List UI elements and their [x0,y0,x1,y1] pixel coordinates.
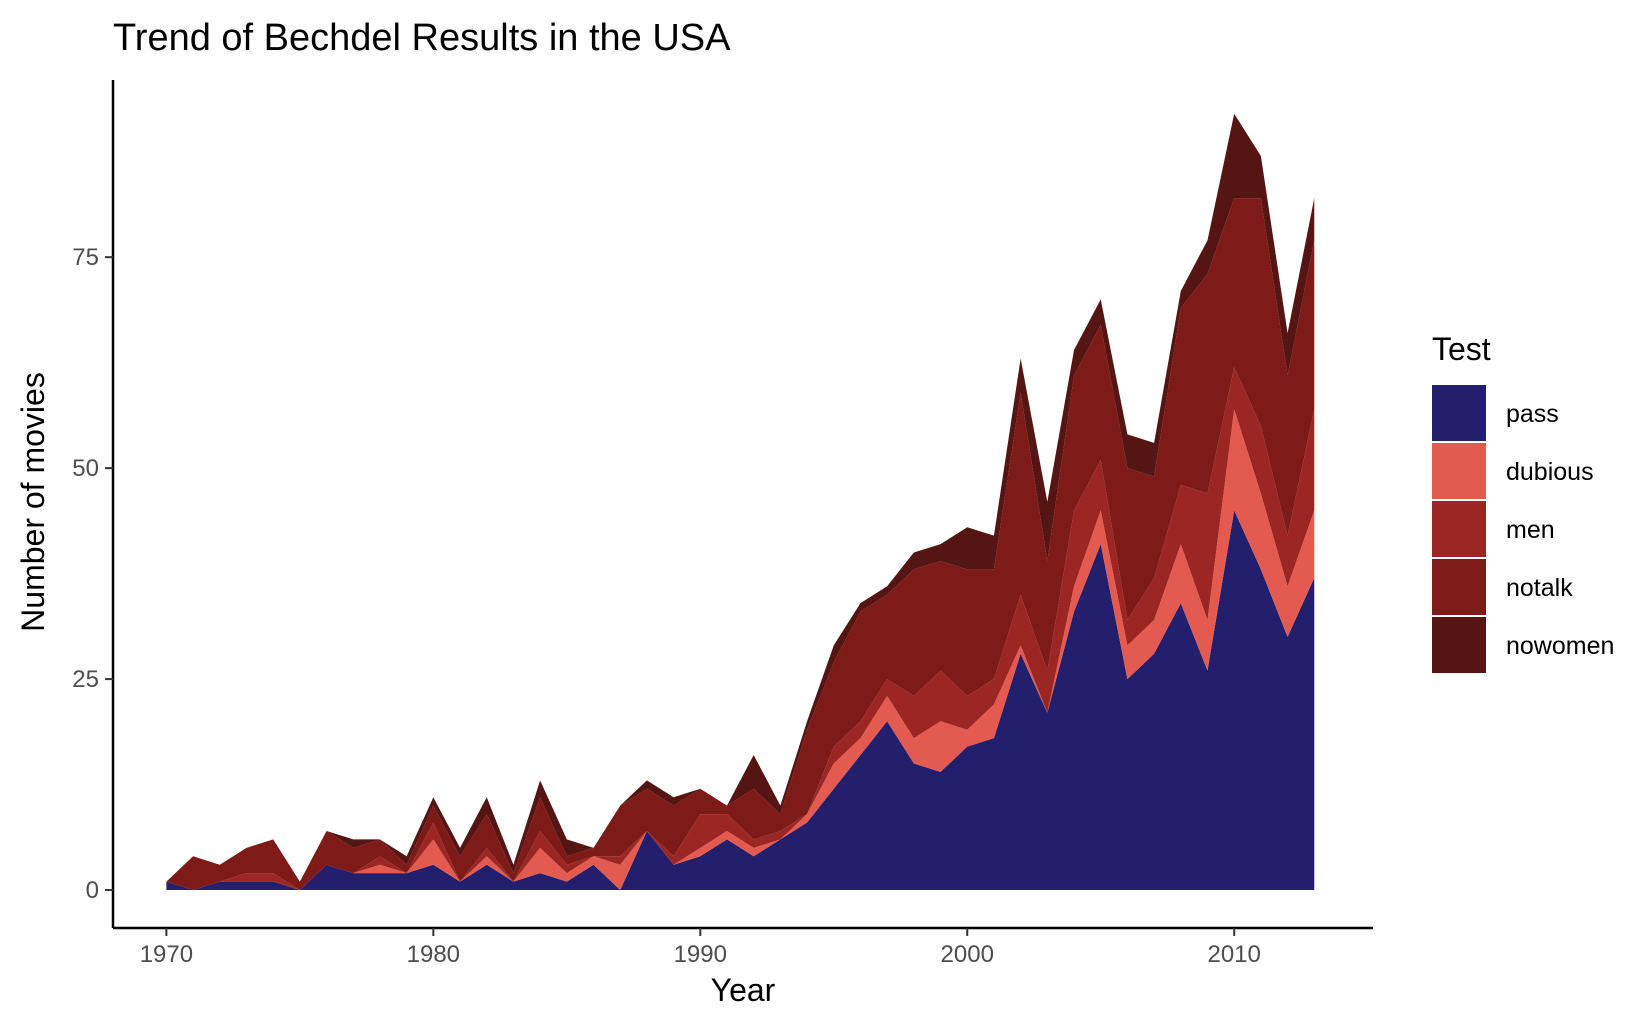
x-tick-label-1990: 1990 [674,941,727,968]
area-layers [166,113,1315,891]
legend-label-pass: pass [1506,400,1559,428]
x-axis-title: Year [711,972,776,1008]
legend-label-nowomen: nowomen [1506,632,1614,660]
legend-key-dubious [1432,443,1486,499]
legend-label-notalk: notalk [1506,574,1573,602]
legend-key-pass [1432,385,1486,441]
x-tick-label-1980: 1980 [407,941,460,968]
area-pass [166,510,1315,891]
y-tick-label-25: 25 [72,666,99,693]
y-axis-title: Number of movies [15,372,51,632]
y-tick-label-50: 50 [72,455,99,482]
axes: 1970 1980 1990 2000 2010 0 25 50 75 [72,80,1373,968]
legend-key-notalk [1432,559,1486,615]
x-tick-label-1970: 1970 [140,941,193,968]
chart-title: Trend of Bechdel Results in the USA [113,17,731,59]
y-tick-label-75: 75 [72,244,99,271]
x-tick-label-2010: 2010 [1207,941,1260,968]
legend: Test pass dubious men notalk nowomen [1432,331,1614,673]
legend-label-men: men [1506,516,1555,544]
legend-key-nowomen [1432,617,1486,673]
legend-title: Test [1432,331,1491,367]
legend-label-dubious: dubious [1506,458,1594,486]
y-tick-label-0: 0 [86,877,99,904]
legend-key-men [1432,501,1486,557]
x-tick-label-2000: 2000 [941,941,994,968]
